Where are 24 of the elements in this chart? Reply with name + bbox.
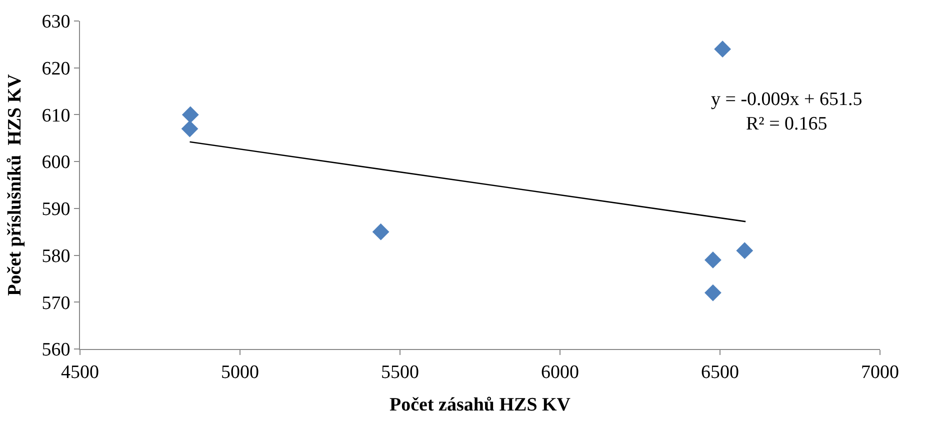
x-tick-label: 5500	[381, 362, 419, 383]
point	[736, 242, 754, 260]
y-tick-label: 580	[42, 246, 70, 267]
annotation: y = -0.009x + 651.5 R² = 0.165	[711, 89, 862, 135]
x-tick-label: 6000	[541, 362, 579, 383]
point	[704, 252, 722, 268]
point	[372, 223, 390, 240]
y-axis-title: Počet příslušníků HZS KV	[4, 74, 26, 296]
point	[714, 40, 732, 58]
y-tick-label: 600	[42, 152, 70, 174]
y-tick-label: 590	[42, 199, 70, 220]
y-tick-label: 620	[42, 58, 70, 80]
point	[181, 120, 198, 138]
x-tick-label: 4500	[61, 362, 99, 383]
point	[182, 106, 199, 124]
point	[704, 284, 722, 302]
x-tick-label: 5000	[221, 362, 259, 383]
x-tick-label: 7000	[861, 362, 899, 383]
y-tick-label: 610	[42, 105, 70, 126]
y-tick-label: 570	[42, 292, 70, 314]
y-tick-label: 630	[42, 12, 70, 33]
x-tick-label: 6500	[701, 362, 739, 383]
y-tick-label: 560	[42, 340, 70, 361]
x-axis-title: Počet zásahů HZS KV	[389, 394, 571, 416]
